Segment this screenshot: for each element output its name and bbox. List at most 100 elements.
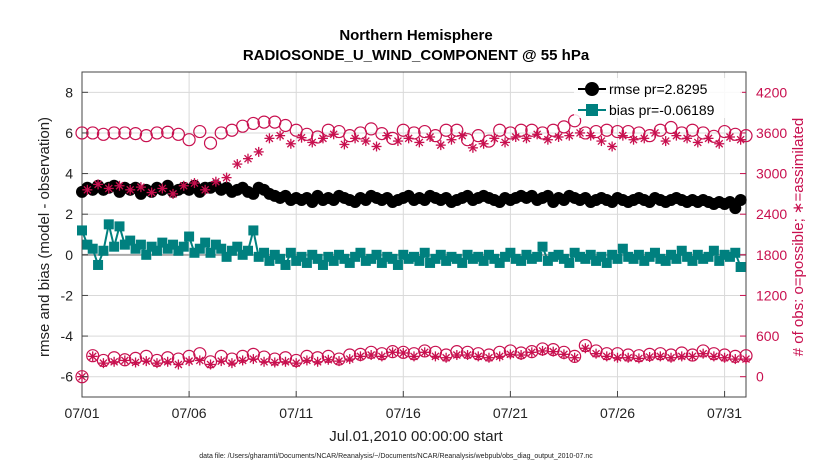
- data-point: [489, 253, 500, 264]
- data-point: [151, 358, 162, 369]
- y-tick-label: -4: [61, 328, 74, 344]
- data-point: [173, 359, 184, 370]
- data-point: [564, 257, 575, 268]
- data-point: [708, 351, 719, 362]
- x-tick-label: 07/11: [279, 405, 313, 421]
- data-point: [278, 118, 293, 133]
- data-point: [253, 251, 264, 262]
- y-right-tick-label: 3600: [756, 125, 787, 141]
- data-point: [232, 159, 243, 170]
- data-point: [226, 245, 237, 256]
- data-point: [698, 348, 709, 359]
- data-point: [612, 352, 623, 363]
- data-point: [285, 247, 296, 258]
- data-point: [521, 249, 532, 260]
- data-point: [553, 249, 564, 260]
- data-file-footer: data file: /Users/gharamti/Documents/NCA…: [199, 453, 593, 460]
- data-point: [439, 123, 453, 137]
- data-point: [328, 129, 339, 140]
- data-point: [118, 353, 132, 367]
- data-point: [532, 129, 543, 140]
- data-point: [264, 133, 275, 144]
- data-point: [193, 124, 207, 139]
- data-point: [135, 182, 146, 193]
- data-point: [542, 134, 553, 145]
- data-point: [269, 357, 280, 368]
- data-point: [246, 116, 260, 131]
- data-point: [243, 153, 253, 164]
- data-point: [478, 255, 489, 266]
- data-point: [537, 345, 548, 356]
- data-point: [371, 249, 382, 260]
- data-point: [510, 253, 521, 264]
- data-point: [473, 251, 484, 262]
- data-point: [82, 184, 93, 195]
- data-point: [257, 115, 271, 129]
- data-point: [430, 351, 441, 362]
- legend-bias-marker: [586, 104, 598, 116]
- data-point: [409, 251, 419, 262]
- data-point: [125, 184, 136, 195]
- data-point: [178, 241, 189, 252]
- data-point: [119, 355, 130, 366]
- data-point: [649, 247, 660, 258]
- data-point: [685, 123, 700, 137]
- data-point: [553, 132, 564, 142]
- series-assimilated-low: [77, 343, 751, 382]
- data-point: [93, 259, 104, 270]
- y-tick-label: 6: [65, 125, 73, 141]
- data-point: [236, 119, 250, 133]
- data-point: [392, 136, 403, 147]
- x-tick-label: 07/31: [707, 405, 742, 421]
- data-point: [371, 141, 382, 152]
- data-point: [182, 133, 196, 147]
- data-point: [628, 134, 639, 145]
- data-point: [446, 134, 457, 145]
- data-point: [178, 180, 189, 191]
- data-point: [150, 126, 164, 140]
- data-point: [596, 136, 607, 147]
- data-point: [714, 255, 725, 266]
- data-point: [548, 346, 559, 357]
- data-point: [414, 137, 425, 148]
- data-point: [403, 253, 414, 264]
- data-point: [494, 351, 505, 362]
- data-point: [216, 356, 227, 367]
- data-point: [291, 358, 302, 369]
- data-point: [237, 249, 248, 260]
- data-point: [671, 130, 682, 141]
- x-tick-label: 07/06: [172, 405, 207, 421]
- data-point: [451, 253, 462, 264]
- data-point: [161, 125, 175, 139]
- data-point: [323, 354, 334, 365]
- data-point: [537, 241, 548, 252]
- data-point: [275, 130, 286, 141]
- data-point: [633, 353, 644, 364]
- y-tick-label: -6: [61, 369, 74, 385]
- data-point: [301, 355, 312, 366]
- data-point: [93, 179, 104, 190]
- data-point: [259, 247, 270, 258]
- data-point: [259, 356, 270, 367]
- data-point: [355, 351, 366, 362]
- data-point: [344, 257, 355, 268]
- data-point: [130, 357, 141, 368]
- y-right-tick-label: 1200: [756, 287, 787, 303]
- data-point: [114, 180, 125, 191]
- data-point: [548, 251, 559, 262]
- data-point: [392, 259, 403, 270]
- series-layer: [75, 114, 753, 384]
- data-point: [719, 352, 730, 363]
- data-point: [398, 249, 409, 260]
- data-point: [714, 138, 725, 149]
- data-point: [724, 251, 735, 262]
- data-point: [730, 247, 741, 258]
- data-point: [403, 133, 414, 144]
- data-point: [301, 257, 312, 268]
- data-point: [633, 249, 644, 260]
- data-point: [205, 247, 216, 258]
- data-point: [135, 239, 146, 250]
- data-point: [285, 138, 296, 149]
- data-point: [483, 352, 494, 363]
